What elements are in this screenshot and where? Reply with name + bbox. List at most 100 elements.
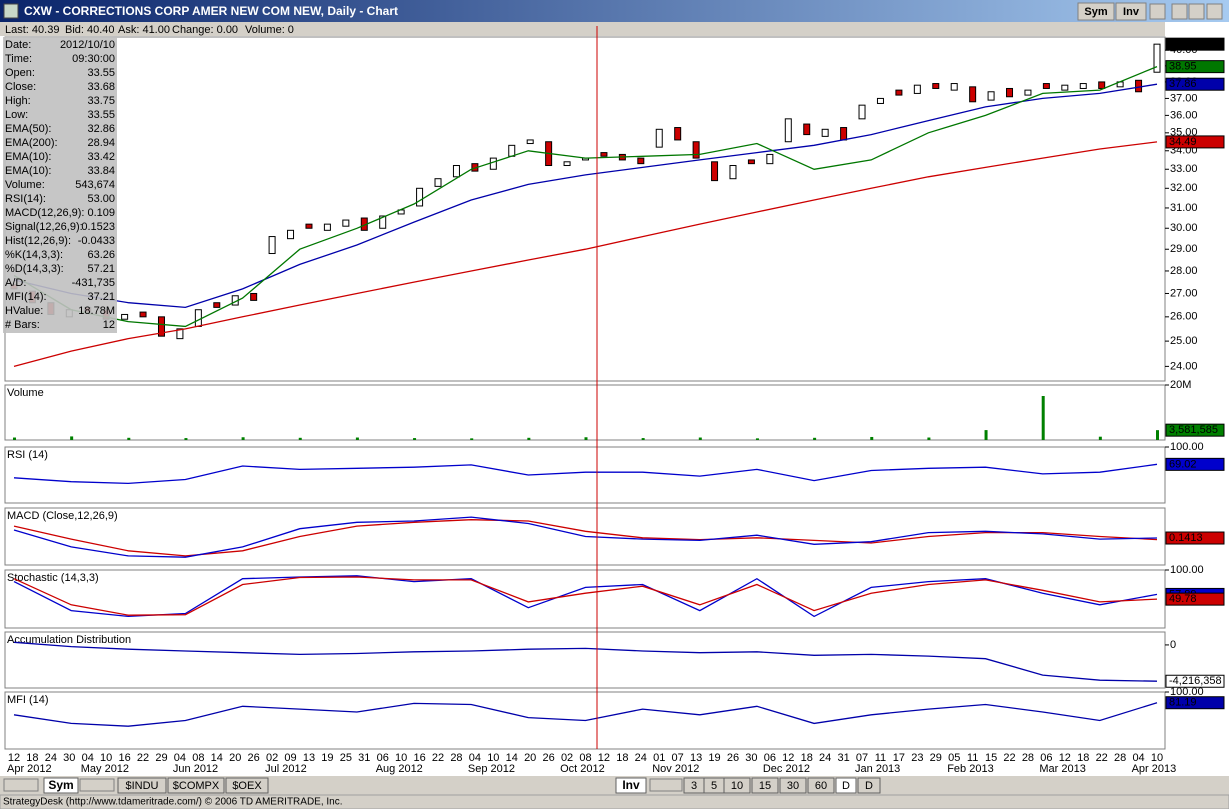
quote-item: Ask: 41.00 — [118, 24, 170, 36]
volume-bar — [13, 437, 16, 440]
scroll-buttons[interactable] — [3, 778, 39, 792]
data-value: -431,735 — [72, 277, 115, 289]
tab[interactable] — [857, 777, 881, 794]
tab[interactable] — [43, 777, 79, 794]
tab[interactable] — [835, 777, 857, 794]
candle — [121, 313, 129, 320]
value-box-label: 38.95 — [1169, 61, 1197, 73]
month-label: Feb 2013 — [947, 763, 993, 775]
candle — [729, 165, 737, 180]
x-tick-label: 30 — [63, 752, 75, 764]
scroll-buttons[interactable] — [649, 778, 683, 792]
data-value: 37.21 — [87, 291, 115, 303]
x-tick-label: 04 — [82, 752, 94, 764]
quote-item: Volume: 0 — [245, 24, 294, 36]
x-tick-label: 20 — [524, 752, 536, 764]
value-box-label: 3,581,585 — [1169, 424, 1218, 436]
scroll-buttons[interactable] — [79, 778, 115, 792]
sym-button[interactable] — [1077, 2, 1115, 21]
x-tick-label: 04 — [174, 752, 186, 764]
x-tick-label: 18 — [1077, 752, 1089, 764]
x-tick-label: 15 — [985, 752, 997, 764]
data-value: 32.86 — [87, 123, 115, 135]
maximize-button[interactable] — [1188, 3, 1205, 20]
data-label: High: — [5, 95, 31, 107]
y-tick-label: 100.00 — [1170, 686, 1204, 698]
quote-item: Bid: 40.40 — [65, 24, 115, 36]
tab-label[interactable]: Sym — [48, 778, 73, 792]
x-tick-label: 18 — [26, 752, 38, 764]
tab-label[interactable]: 60 — [815, 780, 827, 792]
tab[interactable] — [167, 777, 225, 794]
y-tick-label: 33.00 — [1170, 163, 1198, 175]
tab-label[interactable]: 10 — [731, 780, 743, 792]
candle — [1061, 84, 1069, 91]
candle — [287, 229, 295, 240]
x-tick-label: 12 — [598, 752, 610, 764]
inv-button[interactable] — [1115, 2, 1147, 21]
x-tick-label: 28 — [450, 752, 462, 764]
x-tick-label: 04 — [469, 752, 481, 764]
value-box — [1165, 60, 1225, 74]
data-label: EMA(10): — [5, 165, 51, 177]
tab-label[interactable]: $COMPX — [173, 780, 220, 792]
month-label: Dec 2012 — [763, 763, 810, 775]
value-box — [1165, 592, 1225, 606]
x-tick-label: 04 — [1132, 752, 1144, 764]
restore-button[interactable] — [1149, 3, 1166, 20]
close-button[interactable] — [1206, 3, 1223, 20]
tab-label[interactable]: 30 — [787, 780, 799, 792]
tab-label[interactable]: 15 — [759, 780, 771, 792]
candle — [674, 127, 682, 141]
tab-label[interactable]: 3 — [691, 780, 697, 792]
tab-label[interactable]: Inv — [622, 778, 640, 792]
x-tick-label: 10 — [487, 752, 499, 764]
candle — [489, 157, 497, 170]
x-tick-label: 19 — [321, 752, 333, 764]
candle — [250, 292, 258, 301]
sym-button-label[interactable]: Sym — [1084, 6, 1107, 18]
tab[interactable] — [751, 777, 779, 794]
quote-bar — [0, 22, 1165, 36]
candle — [305, 223, 313, 229]
month-label: Apr 2012 — [7, 763, 52, 775]
tab[interactable] — [615, 777, 647, 794]
inv-button-label[interactable]: Inv — [1123, 6, 1140, 18]
data-label: RSI(14): — [5, 193, 46, 205]
tab-label[interactable]: $OEX — [232, 780, 262, 792]
month-label: Mar 2013 — [1039, 763, 1085, 775]
candle — [213, 302, 221, 308]
tab[interactable] — [779, 777, 807, 794]
candle — [692, 141, 700, 159]
tab-label[interactable]: 5 — [711, 780, 717, 792]
tab-label[interactable]: $INDU — [125, 780, 158, 792]
tab-label[interactable]: D — [842, 780, 850, 792]
x-tick-label: 16 — [118, 752, 130, 764]
tab[interactable] — [117, 777, 167, 794]
x-tick-label: 19 — [708, 752, 720, 764]
minimize-button[interactable] — [1171, 3, 1188, 20]
x-tick-label: 09 — [284, 752, 296, 764]
tab[interactable] — [807, 777, 835, 794]
candle — [766, 153, 774, 165]
candle — [176, 328, 184, 340]
candle — [932, 83, 940, 89]
tab-label[interactable]: D — [865, 780, 873, 792]
x-tick-label: 18 — [616, 752, 628, 764]
tab[interactable] — [225, 777, 269, 794]
candle — [1079, 83, 1087, 89]
volume-bar — [298, 437, 302, 440]
month-label: May 2012 — [81, 763, 129, 775]
tab[interactable] — [723, 777, 751, 794]
x-tick-label: 07 — [856, 752, 868, 764]
x-tick-label: 24 — [819, 752, 831, 764]
volume-bar — [1156, 430, 1159, 440]
candle — [379, 215, 387, 229]
data-label: %K(14,3,3): — [5, 249, 63, 261]
data-label: Date: — [5, 39, 31, 51]
month-label: Jul 2012 — [265, 763, 307, 775]
value-box — [1165, 77, 1225, 91]
data-label: MFI(14): — [5, 291, 47, 303]
x-tick-label: 10 — [100, 752, 112, 764]
candle — [526, 139, 534, 145]
